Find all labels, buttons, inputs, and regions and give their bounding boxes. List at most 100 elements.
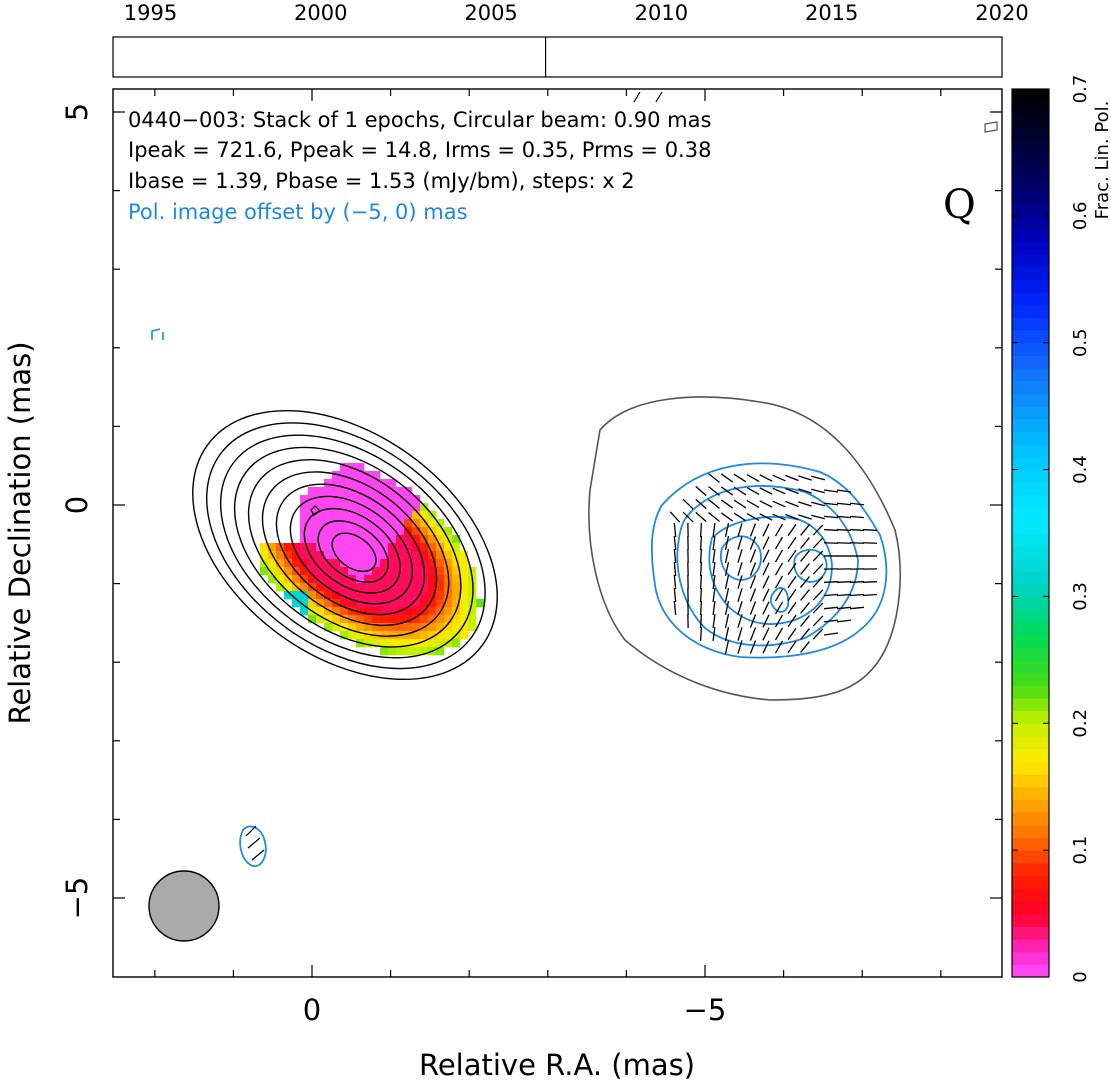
map-pixel (444, 631, 453, 640)
evpa-tick (749, 588, 757, 602)
outline-contour (588, 396, 901, 701)
map-pixel (300, 575, 309, 584)
evpa-tick (737, 640, 743, 654)
colorbar-block (1012, 583, 1049, 598)
evpa-tick (695, 498, 707, 510)
map-pixel (396, 623, 405, 632)
evpa-tick (836, 619, 852, 623)
map-pixel (260, 567, 269, 576)
evpa-tick (849, 502, 865, 506)
map-pixel (436, 575, 445, 584)
total-intensity-contours (192, 409, 498, 681)
evpa-tick (737, 627, 743, 641)
map-pixel (340, 583, 349, 592)
colorbar-block (1012, 621, 1049, 636)
colorbar-block (1012, 139, 1049, 154)
x-tick-labels: 0 −5 (303, 993, 727, 1027)
map-pixel (292, 551, 301, 560)
timeline-strip: 1995 2000 2005 2010 2015 2020 (112, 1, 1029, 78)
map-pixel (412, 519, 421, 528)
map-pixel (460, 615, 469, 624)
evpa-tick (699, 613, 703, 629)
colorbar-block (1012, 456, 1049, 471)
evpa-tick (812, 628, 824, 640)
evpa-tick (823, 619, 839, 623)
colorbar-block (1012, 152, 1049, 166)
evpa-tick (800, 641, 810, 653)
map-pixel (420, 527, 429, 536)
map-pixel (412, 583, 421, 592)
map-pixel (276, 543, 285, 552)
map-pixel (452, 639, 461, 648)
colorbar-block (1012, 507, 1049, 521)
evpa-tick (787, 549, 797, 563)
evpa-tick (772, 487, 786, 495)
colorbar-block (1012, 203, 1049, 217)
colorbar-block (1012, 761, 1049, 775)
evpa-tick (762, 601, 770, 615)
map-pixel (436, 647, 445, 656)
map-pixel (348, 543, 357, 552)
map-pixel (460, 631, 469, 640)
evpa-tick (800, 563, 810, 575)
map-pixel (388, 591, 397, 600)
colorbar-tick-label: 0.7 (1070, 75, 1091, 104)
colorbar-block (1012, 215, 1049, 230)
map-pixel (332, 623, 341, 632)
map-pixel (324, 623, 333, 632)
evpa-tick (785, 513, 799, 521)
colorbar-block (1012, 875, 1049, 889)
evpa-tick (699, 561, 703, 577)
evpa-tick (724, 640, 730, 654)
map-pixel (412, 559, 421, 568)
evpa-tick (774, 588, 784, 602)
evpa-tick (699, 587, 703, 603)
map-pixel (428, 543, 437, 552)
map-pixel (340, 479, 349, 488)
map-pixel (428, 567, 437, 576)
map-pixel (316, 511, 325, 520)
evpa-tick (812, 576, 824, 588)
map-pixel (396, 583, 405, 592)
map-pixel (428, 591, 437, 600)
map-pixel (316, 615, 325, 624)
evpa-tick (737, 601, 743, 615)
map-pixel (444, 607, 453, 616)
evpa-tick (673, 561, 677, 577)
map-pixel (412, 495, 421, 504)
evpa-tick (785, 500, 799, 508)
map-pixel (436, 591, 445, 600)
map-pixel (340, 535, 349, 544)
colorbar-block (1012, 748, 1049, 762)
map-pixel (404, 607, 413, 616)
evpa-tick (785, 474, 799, 482)
map-pixel (348, 503, 357, 512)
map-pixel (300, 583, 309, 592)
map-pixel (356, 551, 365, 560)
map-pixel (444, 559, 453, 568)
colorbar-block (1012, 431, 1049, 445)
map-pixel (372, 495, 381, 504)
map-pixel (412, 535, 421, 544)
map-pixel (436, 631, 445, 640)
map-pixel (380, 527, 389, 536)
map-pixel (420, 503, 429, 512)
map-pixel (428, 615, 437, 624)
intensity-contour (206, 422, 486, 670)
evpa-tick (699, 522, 703, 538)
colorbar-block (1012, 900, 1049, 915)
map-pixel (364, 535, 373, 544)
colorbar-block (1012, 494, 1049, 509)
map-pixel (404, 559, 413, 568)
map-pixel (340, 543, 349, 552)
timeline-tick-label: 2000 (294, 1, 347, 25)
evpa-tick (699, 548, 703, 564)
map-pixel (332, 559, 341, 568)
intensity-contour (310, 505, 321, 516)
evpa-tick (772, 474, 786, 482)
polarized-intensity-contours (151, 328, 888, 867)
colorbar-block (1012, 177, 1049, 192)
map-pixel (340, 519, 349, 528)
map-pixel (372, 567, 381, 576)
